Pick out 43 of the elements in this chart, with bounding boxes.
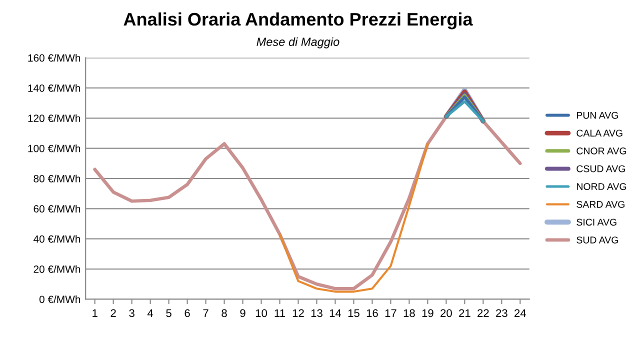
legend-label: SARD AVG (576, 200, 624, 208)
y-tick-label: 160 €/MWh (28, 54, 80, 62)
x-tick-label: 12 (292, 309, 304, 317)
x-tick-label: 2 (110, 309, 116, 317)
y-tick-label: 40 €/MWh (34, 235, 80, 243)
x-tick-label: 6 (184, 309, 190, 318)
x-tick-label: 8 (222, 309, 227, 318)
x-tick-label: 7 (203, 309, 208, 317)
legend-label: NORD AVG (576, 183, 626, 190)
x-tick-label: 9 (240, 309, 246, 318)
chart-subtitle: Mese di Maggio (256, 37, 340, 48)
x-tick-label: 13 (311, 309, 322, 318)
x-tick-label: 23 (496, 309, 508, 318)
legend-label: PUN AVG (576, 112, 618, 119)
x-tick-label: 20 (440, 309, 452, 318)
y-tick-label: 80 €/MWh (34, 174, 80, 182)
y-tick-label: 60 €/MWh (34, 204, 80, 213)
x-tick-label: 15 (348, 309, 360, 318)
y-tick-label: 140 €/MWh (28, 84, 80, 92)
x-tick-label: 22 (478, 309, 489, 317)
x-tick-label: 24 (514, 309, 526, 317)
x-tick-label: 14 (330, 309, 342, 317)
x-tick-label: 4 (147, 309, 154, 317)
x-tick-label: 11 (274, 309, 285, 317)
chart-title: Analisi Oraria Andamento Prezzi Energia (124, 12, 473, 30)
y-tick-label: 20 €/MWh (34, 265, 80, 273)
x-tick-label: 3 (129, 309, 134, 318)
x-tick-label: 1 (92, 309, 98, 317)
x-tick-label: 17 (385, 309, 396, 317)
x-tick-label: 19 (422, 309, 434, 318)
y-tick-label: 0 €/MWh (39, 295, 80, 304)
x-tick-label: 18 (404, 309, 415, 318)
legend-label: CNOR AVG (576, 148, 626, 154)
x-tick-label: 16 (366, 309, 378, 318)
legend-label: CALA AVG (576, 130, 622, 137)
legend-label: SUD AVG (576, 236, 618, 244)
x-tick-label: 21 (459, 309, 470, 317)
x-tick-label: 10 (256, 309, 268, 318)
y-tick-label: 100 €/MWh (28, 144, 80, 152)
x-tick-label: 5 (166, 309, 172, 318)
y-tick-label: 120 €/MWh (28, 114, 80, 122)
legend-label: CSUD AVG (576, 165, 625, 172)
legend-label: SICI AVG (576, 218, 616, 226)
